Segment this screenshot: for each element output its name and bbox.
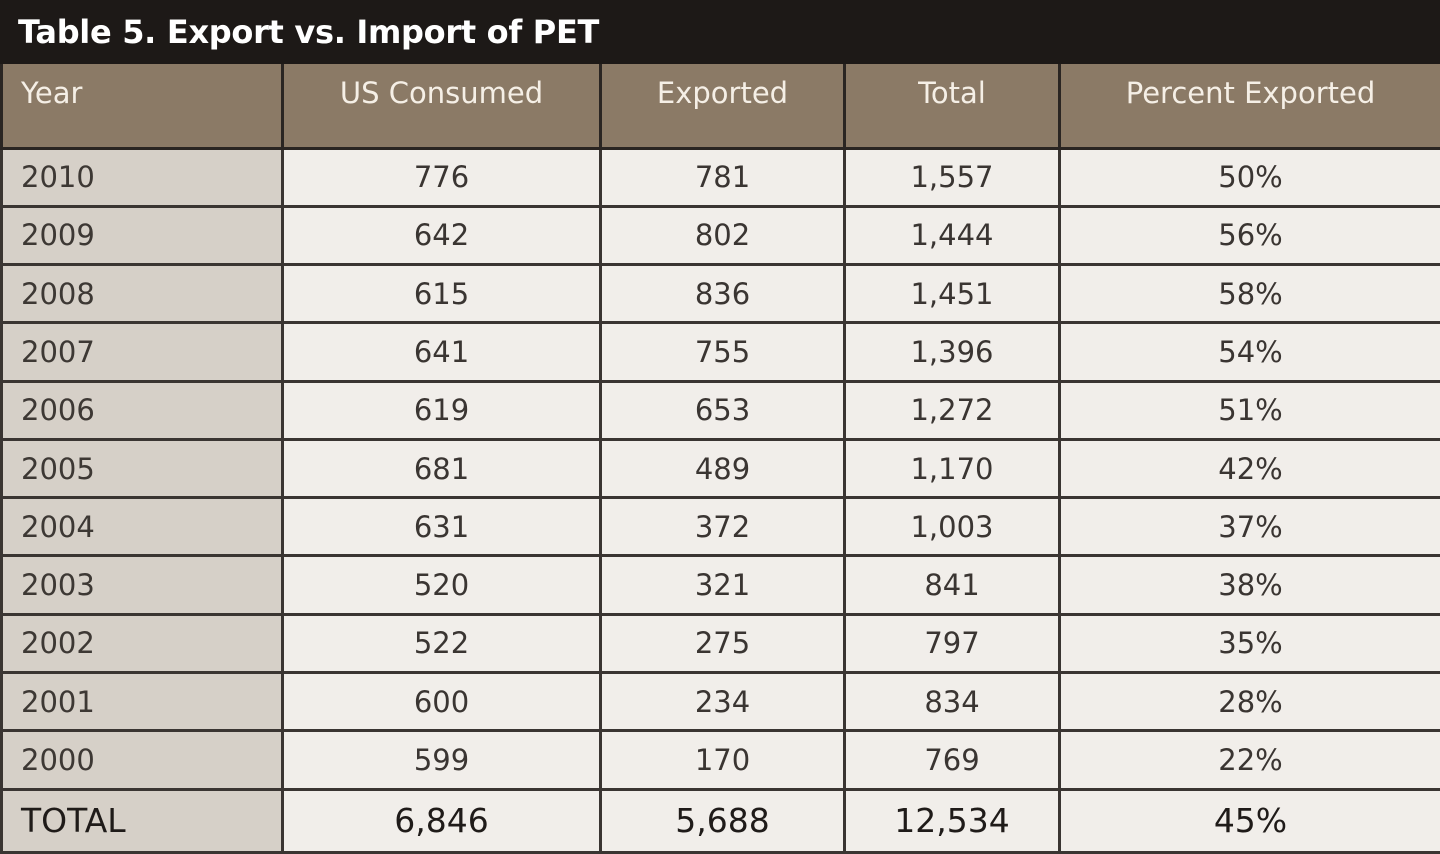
- exported-cell: 275: [599, 612, 846, 675]
- us-consumed-cell: 642: [281, 204, 602, 267]
- column-header-exported: Exported: [599, 64, 846, 150]
- table-row: 2002 522 275 797 35%: [0, 612, 1440, 675]
- total-cell: 1,557: [843, 146, 1061, 208]
- total-cell: 1,170: [843, 437, 1061, 500]
- us-consumed-cell: 619: [281, 379, 602, 441]
- table-row: 2005 681 489 1,170 42%: [0, 437, 1440, 500]
- data-table: Year US Consumed Exported Total Percent …: [0, 64, 1440, 854]
- header-row: Year US Consumed Exported Total Percent …: [0, 64, 1440, 150]
- percent-exported-cell: 58%: [1058, 263, 1440, 325]
- column-header-year: Year: [0, 64, 284, 150]
- year-cell: 2010: [0, 146, 284, 208]
- year-cell: 2000: [0, 729, 284, 791]
- table-row: 2006 619 653 1,272 51%: [0, 379, 1440, 441]
- percent-exported-cell: 50%: [1058, 146, 1440, 208]
- total-cell: 1,451: [843, 263, 1061, 325]
- table-row: 2009 642 802 1,444 56%: [0, 204, 1440, 267]
- table-row: 2003 520 321 841 38%: [0, 554, 1440, 616]
- total-exported-cell: 5,688: [599, 787, 846, 854]
- exported-cell: 802: [599, 204, 846, 267]
- total-cell: 797: [843, 612, 1061, 675]
- table-row: 2010 776 781 1,557 50%: [0, 146, 1440, 208]
- table-row: 2001 600 234 834 28%: [0, 671, 1440, 733]
- year-cell: 2007: [0, 321, 284, 383]
- title-bar: Table 5. Export vs. Import of PET: [0, 0, 1440, 64]
- year-cell: 2006: [0, 379, 284, 441]
- exported-cell: 372: [599, 496, 846, 558]
- table-row: 2000 599 170 769 22%: [0, 729, 1440, 791]
- total-total-cell: 12,534: [843, 787, 1061, 854]
- exported-cell: 836: [599, 263, 846, 325]
- total-cell: 834: [843, 671, 1061, 733]
- table-row: 2007 641 755 1,396 54%: [0, 321, 1440, 383]
- exported-cell: 653: [599, 379, 846, 441]
- percent-exported-cell: 51%: [1058, 379, 1440, 441]
- column-header-total: Total: [843, 64, 1061, 150]
- total-cell: 769: [843, 729, 1061, 791]
- percent-exported-cell: 22%: [1058, 729, 1440, 791]
- us-consumed-cell: 599: [281, 729, 602, 791]
- total-row: TOTAL 6,846 5,688 12,534 45%: [0, 787, 1440, 854]
- exported-cell: 489: [599, 437, 846, 500]
- us-consumed-cell: 600: [281, 671, 602, 733]
- table-title: Table 5. Export vs. Import of PET: [18, 13, 600, 51]
- total-cell: 1,396: [843, 321, 1061, 383]
- table-header: Year US Consumed Exported Total Percent …: [0, 64, 1440, 150]
- exported-cell: 234: [599, 671, 846, 733]
- table-body: 2010 776 781 1,557 50% 2009 642 802 1,444 56% 2008…: [0, 146, 1440, 854]
- total-us-consumed-cell: 6,846: [281, 787, 602, 854]
- us-consumed-cell: 776: [281, 146, 602, 208]
- exported-cell: 170: [599, 729, 846, 791]
- us-consumed-cell: 681: [281, 437, 602, 500]
- percent-exported-cell: 42%: [1058, 437, 1440, 500]
- total-percent-exported-cell: 45%: [1058, 787, 1440, 854]
- total-year-cell: TOTAL: [0, 787, 284, 854]
- us-consumed-cell: 615: [281, 263, 602, 325]
- us-consumed-cell: 631: [281, 496, 602, 558]
- total-cell: 1,272: [843, 379, 1061, 441]
- total-cell: 841: [843, 554, 1061, 616]
- year-cell: 2009: [0, 204, 284, 267]
- us-consumed-cell: 522: [281, 612, 602, 675]
- column-header-us-consumed: US Consumed: [281, 64, 602, 150]
- table-row: 2004 631 372 1,003 37%: [0, 496, 1440, 558]
- table-row: 2008 615 836 1,451 58%: [0, 263, 1440, 325]
- year-cell: 2008: [0, 263, 284, 325]
- percent-exported-cell: 38%: [1058, 554, 1440, 616]
- exported-cell: 781: [599, 146, 846, 208]
- column-header-percent-exported: Percent Exported: [1058, 64, 1440, 150]
- total-cell: 1,444: [843, 204, 1061, 267]
- percent-exported-cell: 37%: [1058, 496, 1440, 558]
- us-consumed-cell: 520: [281, 554, 602, 616]
- year-cell: 2003: [0, 554, 284, 616]
- exported-cell: 321: [599, 554, 846, 616]
- percent-exported-cell: 54%: [1058, 321, 1440, 383]
- us-consumed-cell: 641: [281, 321, 602, 383]
- total-cell: 1,003: [843, 496, 1061, 558]
- year-cell: 2005: [0, 437, 284, 500]
- year-cell: 2001: [0, 671, 284, 733]
- exported-cell: 755: [599, 321, 846, 383]
- year-cell: 2002: [0, 612, 284, 675]
- percent-exported-cell: 28%: [1058, 671, 1440, 733]
- percent-exported-cell: 35%: [1058, 612, 1440, 675]
- percent-exported-cell: 56%: [1058, 204, 1440, 267]
- year-cell: 2004: [0, 496, 284, 558]
